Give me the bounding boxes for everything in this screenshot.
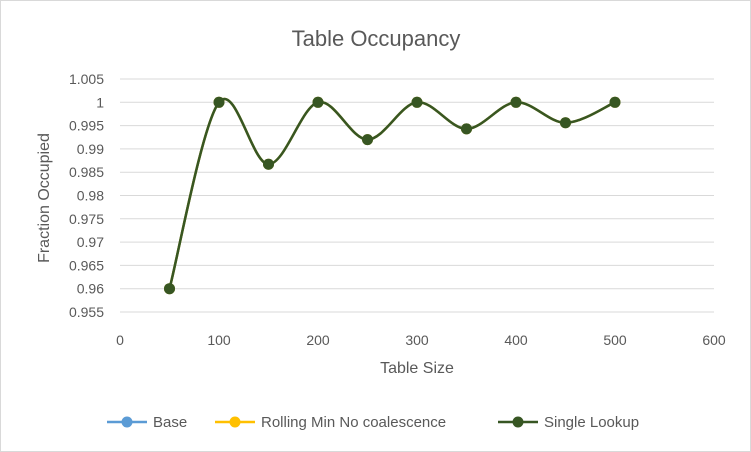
- legend-marker: [229, 416, 241, 428]
- data-point: [362, 134, 373, 146]
- y-tick-label: 1: [96, 94, 104, 110]
- x-tick-label: 300: [405, 332, 429, 348]
- series-line: [168, 97, 616, 290]
- legend-item: Rolling Min No coalescence: [215, 414, 446, 431]
- x-tick-label: 100: [207, 332, 231, 348]
- plot-area: [164, 96, 621, 295]
- x-axis-ticks: 0 100 200 300 400 500 600: [116, 332, 726, 348]
- y-tick-label: 0.995: [69, 118, 104, 134]
- x-tick-label: 200: [306, 332, 330, 348]
- x-tick-label: 400: [504, 332, 528, 348]
- x-tick-label: 500: [603, 332, 627, 348]
- data-point: [461, 123, 472, 135]
- y-tick-label: 0.99: [77, 141, 104, 157]
- data-point: [164, 283, 175, 295]
- data-point: [510, 96, 522, 108]
- y-tick-label: 0.965: [69, 257, 104, 273]
- chart-title: Table Occupancy: [292, 26, 461, 51]
- legend-marker: [121, 416, 133, 428]
- legend-label: Base: [153, 414, 187, 431]
- data-point: [263, 158, 274, 170]
- legend-item: Single Lookup: [498, 414, 639, 431]
- y-axis-title: Fraction Occupied: [36, 133, 53, 263]
- series-2: [164, 96, 621, 295]
- legend-item: Base: [107, 414, 187, 431]
- y-axis-ticks: 0.955 0.96 0.965 0.97 0.975 0.98 0.985 0.99 0.99…: [69, 71, 104, 320]
- data-point: [609, 96, 621, 108]
- gridlines: [120, 78, 714, 313]
- y-tick-label: 0.96: [77, 281, 104, 297]
- series-line: [168, 97, 616, 290]
- legend-marker: [512, 416, 524, 428]
- data-point: [312, 96, 324, 108]
- y-tick-label: 0.97: [77, 234, 104, 250]
- y-tick-label: 1.005: [69, 71, 104, 87]
- legend-label: Rolling Min No coalescence: [261, 414, 446, 431]
- legend-label: Single Lookup: [544, 414, 639, 431]
- data-point: [411, 96, 423, 108]
- data-point: [213, 96, 225, 108]
- y-tick-label: 0.98: [77, 188, 104, 204]
- y-tick-label: 0.955: [69, 304, 104, 320]
- series-line: [168, 97, 616, 290]
- x-axis-title: Table Size: [380, 360, 454, 377]
- y-tick-label: 0.975: [69, 211, 104, 227]
- x-tick-label: 0: [116, 332, 124, 348]
- data-point: [560, 117, 571, 129]
- x-tick-label: 600: [702, 332, 726, 348]
- legend: Base Rolling Min No coalescence Single Loo…: [107, 414, 639, 431]
- y-tick-label: 0.985: [69, 164, 104, 180]
